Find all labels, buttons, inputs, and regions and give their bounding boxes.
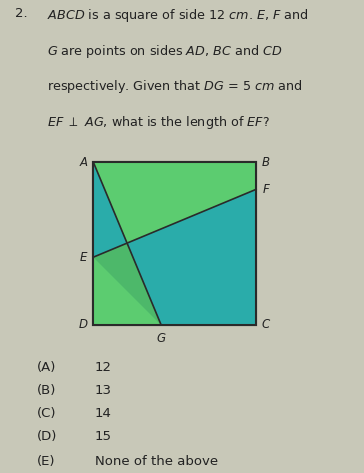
Polygon shape — [93, 162, 127, 257]
Text: $\it{ABCD}$ is a square of side 12 $\it{cm}$. $\it{E}$, $\it{F}$ and: $\it{ABCD}$ is a square of side 12 $\it{… — [47, 7, 309, 24]
Text: C: C — [261, 318, 270, 332]
Text: (B): (B) — [36, 384, 56, 396]
Text: 13: 13 — [95, 384, 112, 396]
Text: G: G — [157, 332, 166, 345]
Polygon shape — [93, 257, 161, 325]
Text: E: E — [79, 251, 87, 263]
Text: (A): (A) — [36, 360, 56, 374]
Polygon shape — [93, 162, 256, 243]
Text: 12: 12 — [95, 360, 112, 374]
Polygon shape — [127, 189, 256, 325]
Text: B: B — [261, 156, 269, 169]
Text: (E): (E) — [36, 455, 55, 468]
Text: F: F — [263, 183, 270, 196]
Text: (D): (D) — [36, 429, 57, 443]
Text: D: D — [79, 318, 88, 332]
Text: 14: 14 — [95, 407, 111, 420]
Text: 2.: 2. — [15, 7, 27, 20]
Text: (C): (C) — [36, 407, 56, 420]
Polygon shape — [93, 162, 256, 325]
Text: A: A — [80, 156, 88, 169]
Text: 15: 15 — [95, 429, 112, 443]
Text: $\it{EF}$ $\perp$ $\it{AG}$, what is the length of $\it{EF}$?: $\it{EF}$ $\perp$ $\it{AG}$, what is the… — [47, 114, 270, 131]
Text: respectively. Given that $\it{DG}$ = 5 $\it{cm}$ and: respectively. Given that $\it{DG}$ = 5 $… — [47, 78, 303, 95]
Text: None of the above: None of the above — [95, 455, 218, 468]
Text: $\it{G}$ are points on sides $\it{AD}$, $\it{BC}$ and $\it{CD}$: $\it{G}$ are points on sides $\it{AD}$, … — [47, 43, 283, 60]
